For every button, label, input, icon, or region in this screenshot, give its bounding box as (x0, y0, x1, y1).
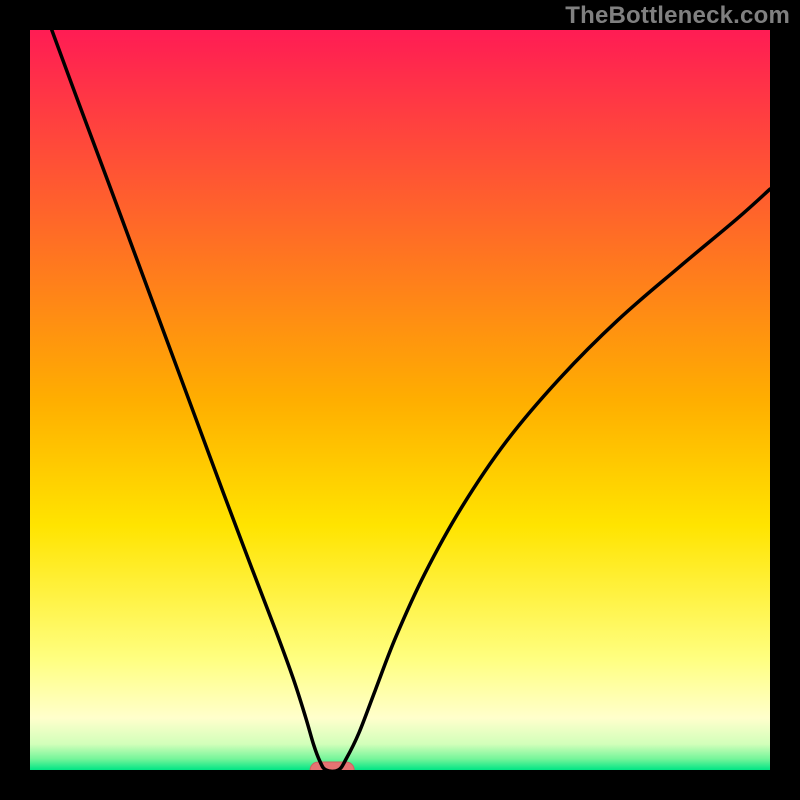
gradient-background (30, 30, 770, 770)
bottleneck-chart (0, 0, 800, 800)
chart-stage: TheBottleneck.com (0, 0, 800, 800)
watermark-label: TheBottleneck.com (565, 2, 790, 30)
